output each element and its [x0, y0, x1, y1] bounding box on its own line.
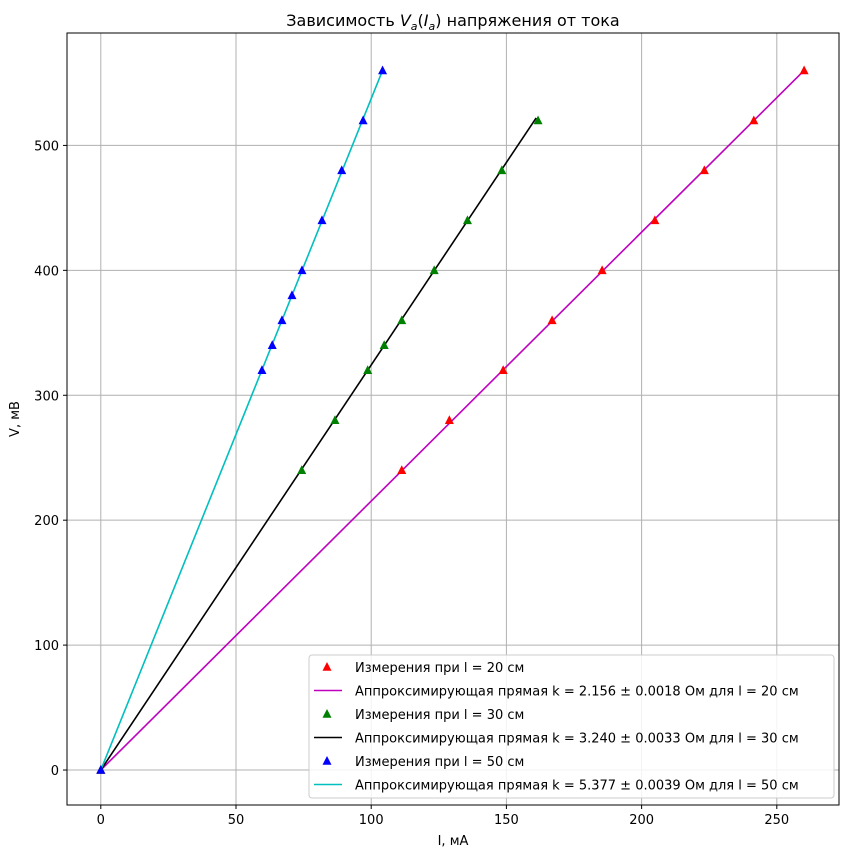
data-point — [317, 215, 327, 225]
data-point — [297, 265, 307, 275]
data-point — [277, 315, 287, 325]
data-point — [429, 265, 439, 275]
legend-marker — [322, 662, 332, 671]
y-tick-label: 300 — [34, 389, 59, 404]
data-point — [96, 765, 106, 774]
data-point — [287, 290, 297, 300]
legend-entry-label: Аппроксимирующая прямая k = 2.156 ± 0.00… — [355, 685, 799, 700]
data-point — [597, 265, 607, 275]
data-point — [337, 165, 347, 175]
data-point — [267, 340, 277, 350]
data-point — [650, 215, 660, 225]
data-point — [547, 315, 557, 325]
legend-entry-label: Измерения при l = 30 см — [355, 708, 524, 723]
data-point — [533, 115, 543, 125]
data-point — [699, 165, 709, 175]
chart-title: Зависимость Va(Ia) напряжения от тока — [286, 11, 619, 33]
data-point — [379, 340, 389, 350]
x-tick-label: 0 — [97, 813, 105, 828]
legend-entry-label: Измерения при l = 20 см — [355, 661, 524, 676]
legend-marker — [322, 756, 332, 765]
data-point — [444, 415, 454, 424]
plot-area — [96, 65, 809, 774]
data-point — [358, 115, 368, 125]
y-tick-label: 0 — [51, 764, 59, 779]
data-point — [799, 65, 809, 75]
data-point — [397, 315, 407, 325]
data-point — [749, 115, 759, 125]
legend-entry-label: Аппроксимирующая прямая k = 5.377 ± 0.00… — [355, 779, 799, 794]
data-point — [297, 465, 307, 474]
legend-marker — [322, 709, 332, 718]
fit-line — [100, 117, 537, 771]
y-tick-label: 400 — [34, 264, 59, 279]
legend-entry-label: Измерения при l = 50 см — [355, 755, 524, 770]
data-point — [363, 365, 373, 375]
fit-line — [100, 69, 805, 771]
fit-line — [100, 70, 384, 771]
x-tick-label: 50 — [228, 813, 245, 828]
x-tick-label: 200 — [629, 813, 654, 828]
y-tick-label: 500 — [34, 139, 59, 154]
legend-box — [308, 654, 835, 799]
y-axis-label: V, мВ — [8, 401, 23, 437]
x-tick-label: 150 — [494, 813, 519, 828]
axis-ticks: 0 50 100 150 200 250 0 100 200 300 400 500 — [34, 139, 789, 828]
x-axis-label: I, мА — [438, 834, 469, 849]
data-point — [498, 365, 508, 375]
grid — [67, 33, 839, 805]
y-tick-label: 200 — [34, 514, 59, 529]
axes-frame — [66, 32, 840, 806]
y-tick-label: 100 — [34, 639, 59, 654]
data-point — [257, 365, 267, 375]
data-point — [497, 165, 507, 175]
legend: Измерения при l = 20 см Аппроксимирующая … — [308, 654, 835, 799]
x-tick-label: 100 — [359, 813, 384, 828]
data-point — [330, 415, 340, 424]
data-point — [397, 465, 407, 474]
x-tick-label: 250 — [764, 813, 789, 828]
data-point — [462, 215, 472, 225]
data-point — [378, 65, 388, 75]
legend-entry-label: Аппроксимирующая прямая k = 3.240 ± 0.00… — [355, 732, 799, 747]
